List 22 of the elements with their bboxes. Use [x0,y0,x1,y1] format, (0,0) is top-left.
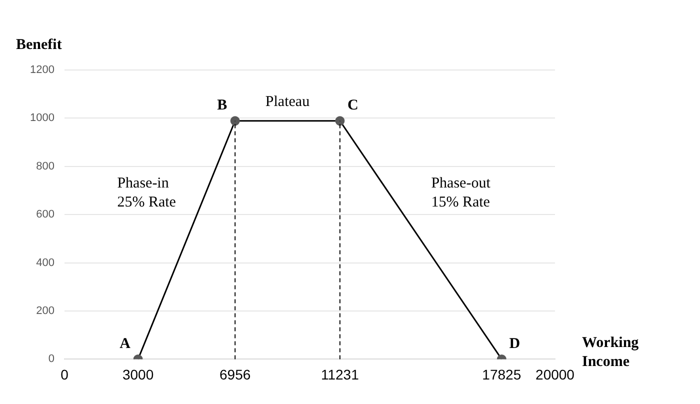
x-tick-label: 17825 [482,366,522,382]
x-tick-label: 3000 [122,366,154,382]
annotation: Plateau [265,94,310,110]
y-tick-label: 600 [36,208,54,221]
y-tick-label: 1000 [30,112,54,124]
y-tick-label: 200 [36,305,54,318]
y-tick-label: 400 [36,256,54,269]
annotation: Phase-out 15% Rate [431,175,492,210]
x-axis-title: Working Income [582,334,640,370]
annotation: A [120,336,131,352]
y-tick-label: 0 [48,353,54,366]
y-tick-label: 1200 [30,64,54,76]
annotation: D [509,336,520,352]
x-tick-label: 6956 [220,366,251,382]
x-tick-label: 20000 [536,366,575,382]
annotation: C [348,98,358,114]
x-tick-label: 11231 [320,366,360,382]
annotation: B [217,98,228,114]
y-axis-title: Benefit [16,36,62,53]
y-tick-label: 800 [36,160,54,172]
annotation: Phase-in 25% Rate [117,175,176,210]
x-tick-label: 0 [60,366,69,382]
